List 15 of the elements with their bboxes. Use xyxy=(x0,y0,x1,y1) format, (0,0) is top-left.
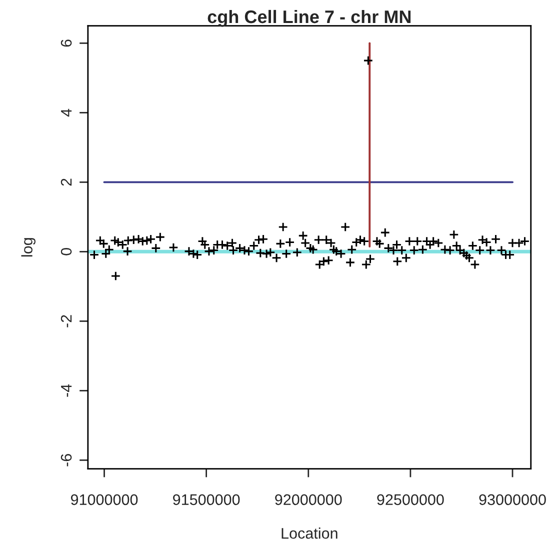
y-tick-label: 4 xyxy=(61,108,72,117)
x-tick-label: 91000000 xyxy=(70,494,138,506)
y-tick-label: 6 xyxy=(60,40,72,47)
y-tick-label: 2 xyxy=(60,178,72,186)
y-tick-label: -4 xyxy=(61,384,72,397)
y-axis-title: log xyxy=(21,238,36,256)
x-axis-title: Location xyxy=(282,528,338,539)
y-tick-label: -6 xyxy=(60,454,72,466)
x-tick-label: 92000000 xyxy=(275,494,342,506)
x-tick-label: 91500000 xyxy=(173,494,240,506)
x-tick-label: 92500000 xyxy=(377,494,444,506)
x-tick-label: 93000000 xyxy=(479,494,546,506)
y-tick-label: 0 xyxy=(60,248,72,256)
chart-title: cgh Cell Line 7 - chr MN xyxy=(208,10,411,27)
y-tick-label: -2 xyxy=(60,315,72,328)
